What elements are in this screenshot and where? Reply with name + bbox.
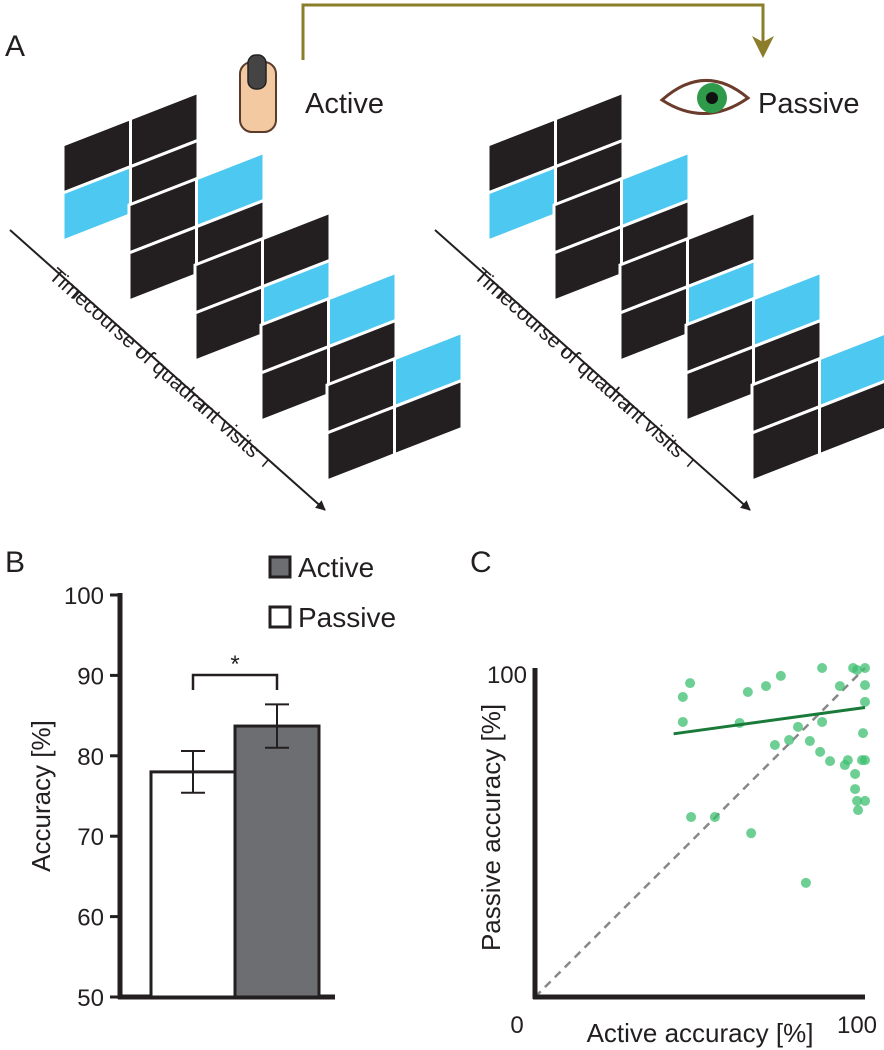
scatter-point [834, 681, 845, 692]
bar [233, 724, 321, 999]
scatter-point [860, 696, 870, 707]
legend-label: Active [298, 552, 374, 583]
time-axis [9, 229, 326, 511]
y-axis-label: Passive accuracy [%] [476, 704, 506, 951]
scatter-point [761, 681, 771, 692]
scatter-point [850, 768, 861, 779]
scatter-point [793, 721, 804, 732]
scatter-point [817, 716, 828, 727]
legend-label: Passive [298, 602, 396, 633]
time-tick [198, 403, 206, 412]
significance-star: * [230, 651, 239, 678]
legend-swatch [268, 605, 292, 629]
scatter-point [769, 739, 780, 750]
scatter-point [709, 812, 720, 823]
scatter-point [839, 760, 850, 771]
scatter-point [742, 687, 753, 698]
scatter-point [685, 678, 696, 689]
panel-label: A [5, 30, 25, 63]
scatter-point [817, 663, 828, 673]
time-tick [686, 459, 694, 468]
quadrant [818, 331, 884, 409]
connector-head [752, 36, 774, 58]
quadrant [393, 378, 464, 457]
y-tick-label: 60 [77, 905, 104, 932]
significance-bracket [191, 673, 279, 690]
panel-label: C [470, 546, 492, 579]
x-tick-label: 100 [837, 1012, 877, 1039]
time-tick [497, 291, 505, 300]
legend-swatch [268, 555, 292, 579]
scatter-point [850, 784, 861, 795]
condition-label: Active [305, 88, 384, 120]
x-tick-label: 0 [510, 1012, 523, 1039]
scatter-point [858, 728, 869, 739]
error-bar [265, 703, 289, 749]
y-tick-label: 70 [77, 824, 104, 851]
scatter-point [784, 735, 795, 746]
scatter-point [775, 670, 786, 681]
scatter-point [860, 755, 870, 766]
y-tick-label: 80 [77, 744, 104, 771]
scatter-point [686, 812, 697, 823]
scatter-point [746, 828, 757, 839]
scatter-point [815, 746, 826, 757]
y-tick-label: 100 [64, 583, 104, 610]
connector [301, 3, 765, 60]
panel-label: B [5, 546, 25, 579]
scatter-point [677, 691, 688, 702]
scatter-point [677, 716, 688, 727]
time-axis [434, 229, 751, 511]
scatter-point [825, 756, 836, 767]
y-tick-label: 50 [77, 985, 104, 1012]
time-tick [72, 291, 80, 300]
scatter-point [860, 680, 870, 691]
time-tick [135, 347, 143, 356]
condition-label: Passive [758, 88, 860, 120]
time-tick [261, 459, 269, 468]
y-tick-label: 90 [77, 663, 104, 690]
scatter-point [852, 795, 863, 806]
scatter-point [860, 795, 870, 806]
error-bar [181, 749, 205, 794]
fit-line [673, 705, 866, 736]
identity-line [534, 667, 866, 998]
scatter-point [800, 877, 811, 888]
y-tick-label: 100 [487, 662, 527, 689]
eye-icon [659, 79, 751, 115]
scatter-point [852, 664, 863, 675]
scatter-point [804, 736, 815, 747]
y-axis-label: Accuracy [%] [26, 720, 56, 872]
quadrant [818, 379, 884, 457]
time-tick [560, 347, 568, 356]
x-axis-label: Active accuracy [%] [587, 1018, 814, 1048]
scatter-point [853, 805, 864, 816]
time-tick [623, 403, 631, 412]
scatter-point [860, 663, 870, 673]
hand-icon [239, 54, 277, 133]
bar [149, 770, 237, 999]
